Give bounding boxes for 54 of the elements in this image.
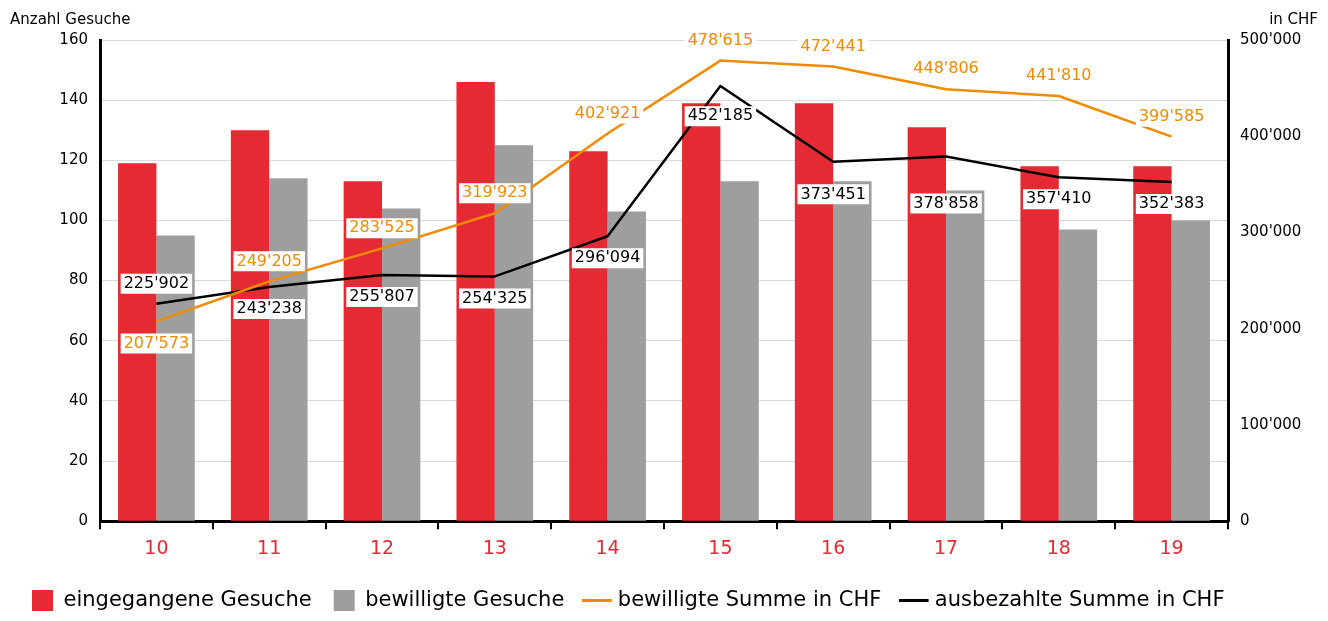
x-tick-label: 13: [482, 535, 507, 558]
data-label: 448'806: [913, 58, 979, 78]
bar: [1171, 220, 1210, 521]
x-tick-label: 17: [933, 535, 959, 558]
legend-label: eingegangene Gesuche: [63, 586, 312, 611]
data-label: 283'525: [349, 217, 415, 237]
y2-tick-label: 400'000: [1240, 126, 1302, 145]
x-tick-label: 10: [144, 535, 169, 558]
y2-axis-title: in CHF: [1269, 9, 1318, 28]
data-label: 319'923: [462, 182, 528, 202]
data-label: 478'615: [687, 29, 754, 49]
x-tick-label: 14: [595, 535, 620, 558]
data-label: 399'585: [1138, 105, 1205, 125]
y-tick-label: 40: [68, 390, 88, 409]
data-label: 243'238: [236, 298, 302, 318]
data-label: 352'383: [1138, 193, 1205, 213]
x-tick-label: 16: [821, 535, 846, 558]
x-tick-label: 18: [1046, 535, 1071, 558]
y-tick-label: 80: [68, 270, 88, 289]
x-tick-label: 15: [708, 535, 733, 558]
data-label: 373'451: [800, 183, 866, 203]
data-label: 207'573: [123, 332, 190, 352]
y2-tick-label: 500'000: [1240, 29, 1302, 48]
bar: [1058, 229, 1098, 521]
x-tick-label: 12: [369, 535, 395, 558]
y-tick-label: 120: [59, 150, 88, 169]
data-label: 452'185: [687, 105, 754, 125]
legend-label: ausbezahlte Summe in CHF: [934, 586, 1225, 611]
y-tick-label: 0: [78, 511, 88, 530]
legend-label: bewilligte Gesuche: [365, 586, 565, 611]
legend-label: bewilligte Summe in CHF: [617, 586, 882, 611]
y-tick-label: 100: [59, 210, 88, 229]
data-label: 255'807: [349, 286, 415, 306]
data-label: 402'921: [574, 102, 641, 122]
y-tick-label: 160: [59, 29, 88, 48]
y-axis-title: Anzahl Gesuche: [10, 9, 131, 28]
y2-tick-label: 300'000: [1240, 222, 1302, 241]
y-tick-label: 20: [68, 450, 88, 469]
data-label: 357'410: [1026, 188, 1092, 208]
x-tick-label: 11: [257, 535, 282, 558]
data-label: 378'858: [913, 192, 979, 212]
data-label: 472'441: [800, 35, 866, 55]
data-label: 225'902: [123, 272, 190, 292]
data-label: 441'810: [1026, 65, 1092, 85]
data-label: 249'205: [236, 250, 302, 270]
x-tick-label: 19: [1159, 535, 1184, 558]
y-tick-label: 140: [59, 90, 88, 109]
y2-tick-label: 100'000: [1240, 414, 1302, 433]
y2-tick-label: 0: [1240, 511, 1250, 530]
data-label: 296'094: [574, 247, 641, 267]
y-tick-label: 60: [68, 330, 88, 349]
y2-tick-label: 200'000: [1240, 318, 1302, 337]
bar: [720, 181, 759, 521]
data-label: 254'325: [462, 287, 528, 307]
